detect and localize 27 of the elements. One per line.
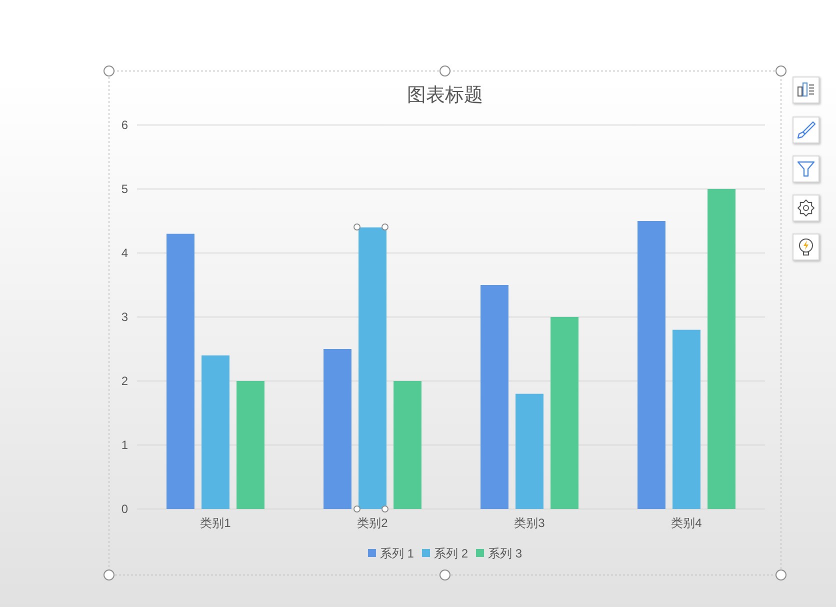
legend-label: 系列 2	[434, 546, 468, 560]
bar	[480, 285, 508, 509]
bar	[394, 381, 422, 509]
y-tick-label: 3	[121, 310, 128, 324]
y-tick-label: 1	[121, 438, 128, 452]
y-tick-label: 0	[121, 502, 128, 516]
x-tick-label: 类别1	[200, 516, 232, 530]
y-tick-label: 6	[121, 118, 128, 132]
bar	[516, 394, 544, 509]
bar	[324, 349, 352, 509]
bar	[672, 330, 700, 509]
y-tick-label: 5	[121, 182, 128, 196]
x-tick-label: 类别3	[514, 516, 546, 530]
legend-label: 系列 3	[488, 546, 522, 560]
y-tick-label: 4	[121, 246, 128, 260]
x-tick-label: 类别4	[671, 516, 702, 530]
chart-title: 图表标题	[407, 85, 483, 106]
bar	[166, 234, 194, 509]
bar	[708, 189, 736, 509]
legend-label: 系列 1	[380, 546, 414, 560]
bar	[638, 221, 666, 509]
bar	[202, 355, 230, 509]
y-tick-label: 2	[121, 374, 128, 388]
bar	[550, 317, 578, 509]
bar	[236, 381, 264, 509]
x-tick-label: 类别2	[357, 516, 388, 530]
bar	[358, 227, 386, 509]
